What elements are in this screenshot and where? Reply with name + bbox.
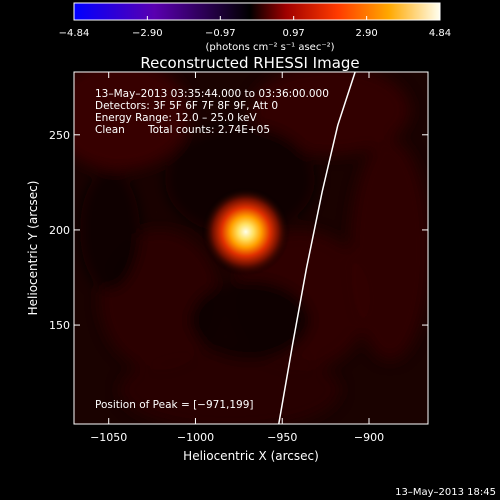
annotation-energy-range: Energy Range: 12.0 – 25.0 keV [95,112,257,124]
heatmap-image [74,72,428,424]
colorbar-tick-label: 4.84 [429,28,451,39]
y-tick-label: 250 [49,129,70,142]
y-tick-label: 200 [49,224,70,237]
chart-title: Reconstructed RHESSI Image [140,54,359,72]
y-tick-label: 150 [49,319,70,332]
annotation-time-range: 13–May–2013 03:35:44.000 to 03:36:00.000 [95,88,329,100]
colorbar-ticks: −4.84 −2.90 −0.97 0.97 2.90 4.84 [59,16,451,39]
y-axis-ticks: 150 200 250 [49,129,428,332]
colorbar-tick-label: −4.84 [59,28,90,39]
annotation-total-counts: Total counts: 2.74E+05 [147,124,270,136]
x-axis-label: Heliocentric X (arcsec) [183,449,319,463]
x-tick-label: −1050 [90,431,127,444]
colorbar-border [73,2,441,21]
colorbar [74,3,440,20]
annotation-detectors: Detectors: 3F 5F 6F 7F 8F 9F, Att 0 [95,100,278,112]
colorbar-tick-label: 2.90 [356,28,378,39]
x-tick-label: −900 [354,431,384,444]
plot-frame [73,71,429,425]
y-axis-label: Heliocentric Y (arcsec) [26,181,40,316]
footer-timestamp: 13–May–2013 18:45 [395,487,496,498]
solar-limb-line [278,72,356,424]
annotation-peak-position: Position of Peak = [−971,199] [95,399,254,411]
x-tick-label: −1000 [177,431,214,444]
colorbar-tick-label: 0.97 [283,28,305,39]
colorbar-unit-label: (photons cm⁻² s⁻¹ asec⁻²) [205,42,334,53]
x-tick-label: −950 [267,431,297,444]
flare-peak [201,187,290,276]
colorbar-tick-label: −2.90 [132,28,163,39]
colorbar-tick-label: −0.97 [205,28,236,39]
annotation-clean: Clean [95,124,125,136]
x-axis-ticks: −1050 −1000 −950 −900 [90,72,384,444]
